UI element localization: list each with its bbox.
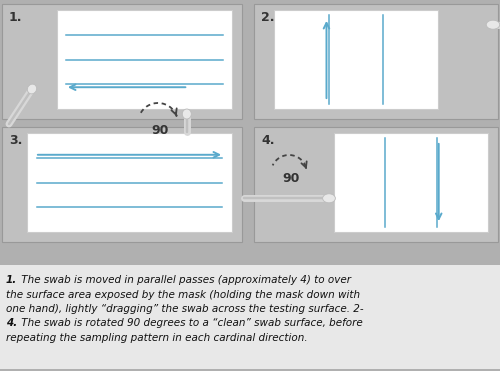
Bar <box>254 127 498 242</box>
Text: 90: 90 <box>152 124 168 137</box>
Text: 3.: 3. <box>9 134 22 147</box>
Text: 4.: 4. <box>6 318 17 328</box>
Ellipse shape <box>322 194 336 203</box>
Bar <box>57 10 232 109</box>
Text: repeating the sampling pattern in each cardinal direction.: repeating the sampling pattern in each c… <box>6 333 308 343</box>
Bar <box>254 4 498 119</box>
Text: 2.: 2. <box>261 11 274 24</box>
Bar <box>2 127 242 242</box>
Bar <box>274 10 438 109</box>
Bar <box>334 133 488 232</box>
Text: the surface area exposed by the mask (holding the mask down with: the surface area exposed by the mask (ho… <box>6 289 360 299</box>
Bar <box>2 4 242 119</box>
Bar <box>0 265 500 369</box>
Ellipse shape <box>486 20 500 29</box>
Bar <box>27 133 232 232</box>
Text: 90: 90 <box>282 173 300 186</box>
Text: The swab is rotated 90 degrees to a “clean” swab surface, before: The swab is rotated 90 degrees to a “cle… <box>18 318 363 328</box>
Text: one hand), lightly “dragging” the swab across the testing surface. 2-: one hand), lightly “dragging” the swab a… <box>6 304 364 314</box>
Text: 4.: 4. <box>261 134 274 147</box>
Ellipse shape <box>28 84 36 94</box>
Text: 1.: 1. <box>9 11 22 24</box>
Ellipse shape <box>182 109 192 119</box>
Text: The swab is moved in parallel passes (approximately 4) to over: The swab is moved in parallel passes (ap… <box>18 275 351 285</box>
Text: 1.: 1. <box>6 275 17 285</box>
